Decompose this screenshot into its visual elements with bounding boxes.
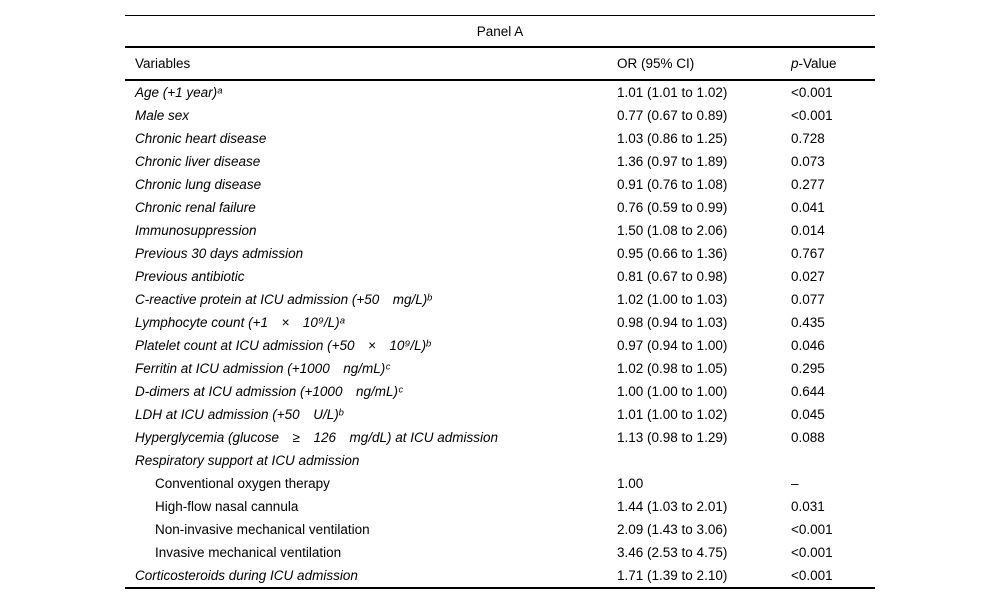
p-value-cell: <0.001 (791, 85, 833, 100)
header-rule (125, 79, 875, 81)
variable-cell: High-flow nasal cannula (155, 499, 299, 514)
p-value-cell: 0.014 (791, 223, 825, 238)
column-header-or: OR (95% CI) (617, 56, 695, 71)
table-row: Ferritin at ICU admission (+1000 ng/mL)ᶜ… (125, 357, 875, 380)
or-cell: 0.81 (0.67 to 0.98) (617, 269, 728, 284)
or-cell: 1.02 (0.98 to 1.05) (617, 361, 728, 376)
table-row: Chronic heart disease 1.03 (0.86 to 1.25… (125, 127, 875, 150)
or-cell: 0.77 (0.67 to 0.89) (617, 108, 728, 123)
or-cell: 1.71 (1.39 to 2.10) (617, 568, 728, 583)
variable-cell: Previous 30 days admission (135, 246, 304, 261)
or-cell: 1.01 (1.01 to 1.02) (617, 85, 728, 100)
p-value-cell: 0.031 (791, 499, 825, 514)
table-row: Chronic renal failure 0.76 (0.59 to 0.99… (125, 196, 875, 219)
bottom-rule (125, 587, 875, 589)
variable-cell: Male sex (135, 108, 190, 123)
table-row: Previous antibiotic 0.81 (0.67 to 0.98) … (125, 265, 875, 288)
or-cell: 0.95 (0.66 to 1.36) (617, 246, 728, 261)
p-value-cell: <0.001 (791, 545, 833, 560)
variable-cell: Previous antibiotic (135, 269, 245, 284)
variable-cell: Chronic lung disease (135, 177, 262, 192)
variable-cell: D-dimers at ICU admission (+1000 ng/mL)ᶜ (135, 384, 403, 399)
variable-cell: Age (+1 year)ᵃ (135, 85, 223, 100)
table-row: Male sex 0.77 (0.67 to 0.89) <0.001 (125, 104, 875, 127)
table-row: Chronic lung disease 0.91 (0.76 to 1.08)… (125, 173, 875, 196)
table-row-group-header: Respiratory support at ICU admission (125, 449, 875, 472)
table-row: Age (+1 year)ᵃ 1.01 (1.01 to 1.02) <0.00… (125, 81, 875, 104)
or-cell: 1.00 (1.00 to 1.00) (617, 384, 728, 399)
table-row-sub: Invasive mechanical ventilation 3.46 (2.… (125, 541, 875, 564)
variable-cell: Non-invasive mechanical ventilation (155, 522, 370, 537)
table-row: Immunosuppression 1.50 (1.08 to 2.06) 0.… (125, 219, 875, 242)
table-header-row: Variables OR (95% CI) p-Value (125, 48, 875, 79)
or-cell: 1.01 (1.00 to 1.02) (617, 407, 728, 422)
p-value-cell: <0.001 (791, 522, 833, 537)
panel-rule (125, 46, 875, 48)
table-row: Corticosteroids during ICU admission 1.7… (125, 564, 875, 587)
variable-cell: Chronic liver disease (135, 154, 261, 169)
p-value-cell: 0.073 (791, 154, 825, 169)
p-value-cell: 0.295 (791, 361, 825, 376)
or-cell: 1.44 (1.03 to 2.01) (617, 499, 728, 514)
table-row-sub: Conventional oxygen therapy 1.00 – (125, 472, 875, 495)
p-value-cell: 0.041 (791, 200, 825, 215)
pvalue-header-rest: -Value (798, 56, 837, 71)
table-row: Platelet count at ICU admission (+50 × 1… (125, 334, 875, 357)
column-header-variables: Variables (135, 56, 191, 71)
or-cell: 1.50 (1.08 to 2.06) (617, 223, 728, 238)
table-row: D-dimers at ICU admission (+1000 ng/mL)ᶜ… (125, 380, 875, 403)
variable-cell: Invasive mechanical ventilation (155, 545, 342, 560)
or-cell: 1.13 (0.98 to 1.29) (617, 430, 728, 445)
variable-cell: LDH at ICU admission (+50 U/L)ᵇ (135, 407, 343, 422)
table-body: Age (+1 year)ᵃ 1.01 (1.01 to 1.02) <0.00… (125, 81, 875, 587)
or-cell: 0.91 (0.76 to 1.08) (617, 177, 728, 192)
table-row: LDH at ICU admission (+50 U/L)ᵇ 1.01 (1.… (125, 403, 875, 426)
table-row: Previous 30 days admission 0.95 (0.66 to… (125, 242, 875, 265)
or-cell: 1.02 (1.00 to 1.03) (617, 292, 728, 307)
p-value-cell: 0.027 (791, 269, 825, 284)
p-value-cell: 0.728 (791, 131, 825, 146)
top-rule (125, 15, 875, 16)
p-value-cell: <0.001 (791, 108, 833, 123)
p-value-cell: 0.435 (791, 315, 825, 330)
p-value-cell: 0.045 (791, 407, 825, 422)
variable-cell: C-reactive protein at ICU admission (+50… (135, 292, 432, 307)
table-row: C-reactive protein at ICU admission (+50… (125, 288, 875, 311)
variable-cell: Chronic renal failure (135, 200, 256, 215)
p-value-cell: 0.046 (791, 338, 825, 353)
variable-cell: Lymphocyte count (+1 × 10⁹/L)ᵃ (135, 315, 345, 330)
or-cell: 0.98 (0.94 to 1.03) (617, 315, 728, 330)
variable-cell: Chronic heart disease (135, 131, 267, 146)
p-value-cell: 0.767 (791, 246, 825, 261)
table-row: Lymphocyte count (+1 × 10⁹/L)ᵃ 0.98 (0.9… (125, 311, 875, 334)
results-table: Panel A Variables OR (95% CI) p-Value Ag… (125, 15, 875, 589)
column-header-pvalue: p-Value (791, 56, 875, 71)
p-value-cell: 0.077 (791, 292, 825, 307)
variable-cell: Platelet count at ICU admission (+50 × 1… (135, 338, 431, 353)
table-row-sub: Non-invasive mechanical ventilation 2.09… (125, 518, 875, 541)
or-cell: 3.46 (2.53 to 4.75) (617, 545, 728, 560)
p-value-cell: 0.088 (791, 430, 825, 445)
variable-cell: Corticosteroids during ICU admission (135, 568, 358, 583)
variable-cell: Conventional oxygen therapy (155, 476, 330, 491)
or-cell: 1.00 (617, 476, 644, 491)
variable-cell: Immunosuppression (135, 223, 257, 238)
panel-title: Panel A (476, 23, 524, 39)
table-row: Hyperglycemia (glucose ≥ 126 mg/dL) at I… (125, 426, 875, 449)
p-value-cell: <0.001 (791, 568, 833, 583)
p-value-cell: 0.277 (791, 177, 825, 192)
p-value-cell: – (791, 476, 799, 491)
or-cell: 2.09 (1.43 to 3.06) (617, 522, 728, 537)
or-cell: 1.36 (0.97 to 1.89) (617, 154, 728, 169)
variable-cell: Ferritin at ICU admission (+1000 ng/mL)ᶜ (135, 361, 391, 376)
variable-cell: Hyperglycemia (glucose ≥ 126 mg/dL) at I… (135, 430, 499, 445)
or-cell: 1.03 (0.86 to 1.25) (617, 131, 728, 146)
or-cell: 0.76 (0.59 to 0.99) (617, 200, 728, 215)
or-cell: 0.97 (0.94 to 1.00) (617, 338, 728, 353)
table-row-sub: High-flow nasal cannula 1.44 (1.03 to 2.… (125, 495, 875, 518)
table-row: Chronic liver disease 1.36 (0.97 to 1.89… (125, 150, 875, 173)
p-value-cell: 0.644 (791, 384, 825, 399)
pvalue-header-p: p (791, 56, 799, 71)
variable-cell: Respiratory support at ICU admission (135, 453, 360, 468)
